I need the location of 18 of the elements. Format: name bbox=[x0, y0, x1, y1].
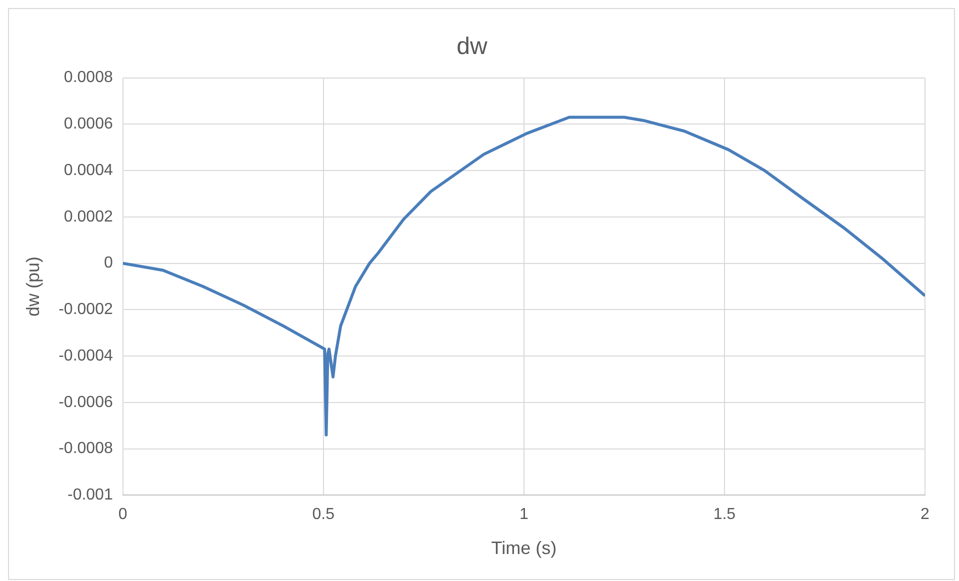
y-tick-label: -0.001 bbox=[67, 486, 113, 504]
y-axis-title: dw (pu) bbox=[22, 256, 43, 317]
x-tick-label: 1.5 bbox=[713, 506, 736, 524]
x-tick-label: 0 bbox=[118, 506, 128, 524]
y-tick-label: 0.0006 bbox=[64, 116, 113, 133]
chart-title: dw bbox=[456, 33, 488, 60]
x-tick-label: 1 bbox=[519, 506, 528, 524]
y-tick-label: 0 bbox=[104, 254, 113, 272]
x-axis-title: Time (s) bbox=[491, 538, 557, 558]
x-tick-label: 0.5 bbox=[312, 506, 335, 524]
y-tick-label: -0.0006 bbox=[58, 394, 113, 411]
x-tick-label: 2 bbox=[920, 506, 930, 524]
y-tick-label: 0.0002 bbox=[64, 208, 113, 226]
y-tick-label: 0.0008 bbox=[64, 69, 113, 86]
y-tick-label: -0.0002 bbox=[58, 301, 113, 318]
y-tick-label: -0.0008 bbox=[58, 440, 113, 458]
y-tick-label: -0.0004 bbox=[58, 347, 113, 364]
y-tick-label: 0.0004 bbox=[64, 162, 113, 179]
